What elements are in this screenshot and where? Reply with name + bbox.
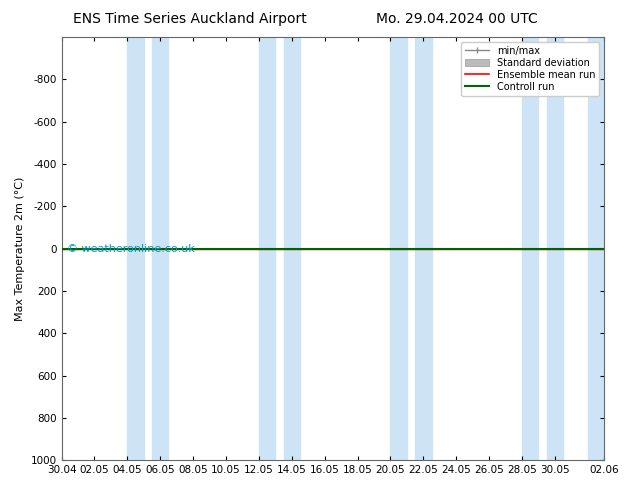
Bar: [588, 37, 604, 460]
Y-axis label: Max Temperature 2m (°C): Max Temperature 2m (°C): [15, 176, 25, 321]
Text: © weatheronline.co.uk: © weatheronline.co.uk: [67, 244, 195, 254]
Legend: min/max, Standard deviation, Ensemble mean run, Controll run: min/max, Standard deviation, Ensemble me…: [461, 42, 599, 96]
Bar: [259, 37, 275, 460]
Bar: [547, 37, 563, 460]
Bar: [127, 37, 144, 460]
Bar: [152, 37, 169, 460]
Bar: [522, 37, 538, 460]
Bar: [415, 37, 432, 460]
Text: ENS Time Series Auckland Airport: ENS Time Series Auckland Airport: [74, 12, 307, 26]
Text: Mo. 29.04.2024 00 UTC: Mo. 29.04.2024 00 UTC: [375, 12, 538, 26]
Bar: [391, 37, 407, 460]
Bar: [283, 37, 300, 460]
